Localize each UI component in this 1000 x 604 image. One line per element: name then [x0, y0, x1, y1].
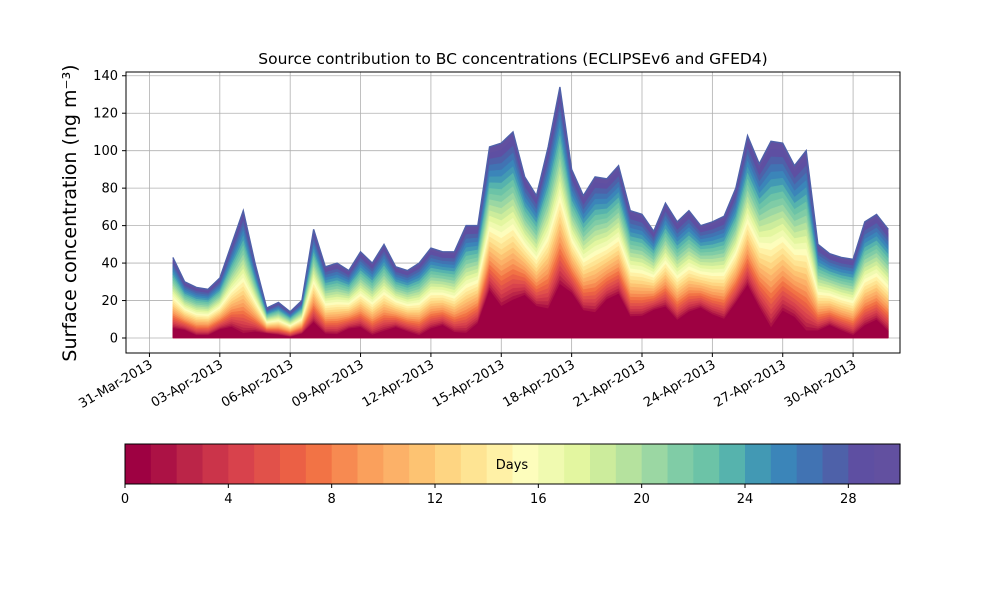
colorbar-segment [280, 444, 307, 484]
x-tick-label: 12-Apr-2013 [360, 357, 437, 410]
age-band-0-1-days [172, 283, 889, 339]
colorbar-segment [641, 444, 669, 484]
x-tick-label: 18-Apr-2013 [501, 357, 578, 410]
y-tick-label: 40 [101, 257, 118, 272]
x-tick-label: 30-Apr-2013 [782, 357, 859, 410]
y-tick-label: 120 [93, 107, 118, 122]
colorbar-segment [383, 444, 410, 484]
colorbar-segment [305, 444, 333, 484]
colorbar-segment [357, 444, 384, 484]
y-tick-label: 0 [110, 332, 118, 347]
colorbar-segment [745, 444, 772, 484]
y-tick-label: 60 [101, 219, 118, 234]
colorbar-tick-label: 28 [840, 492, 857, 507]
colorbar-segment [874, 444, 901, 484]
colorbar-segment [254, 444, 281, 484]
colorbar-label: Days [496, 458, 529, 473]
x-tick-label: 21-Apr-2013 [571, 357, 648, 410]
colorbar-tick-label: 4 [224, 492, 232, 507]
colorbar-segment [848, 444, 875, 484]
x-tick-label: 03-Apr-2013 [149, 357, 226, 410]
colorbar-segment [228, 444, 255, 484]
y-tick-label: 20 [101, 294, 118, 309]
colorbar-tick-label: 8 [328, 492, 336, 507]
total-concentration-line [172, 86, 889, 313]
colorbar-segment [538, 444, 565, 484]
stacked-area-plot [172, 86, 889, 339]
x-tick-label: 15-Apr-2013 [430, 357, 507, 410]
colorbar-segment [796, 444, 824, 484]
colorbar-segment [512, 444, 539, 484]
x-tick-label: 06-Apr-2013 [219, 357, 296, 410]
x-tick-label: 09-Apr-2013 [289, 357, 366, 410]
colorbar-frame [124, 443, 901, 485]
colorbar-segment [590, 444, 617, 484]
colorbar-segment [667, 444, 694, 484]
colorbar-segment [719, 444, 746, 484]
colorbar: 0 4 8 12 16 20 24 28 [121, 443, 901, 507]
colorbar-segment [693, 444, 720, 484]
plot-frame [125, 71, 901, 354]
chart-title: Source contribution to BC concentrations… [258, 50, 767, 68]
y-tick-label: 100 [93, 144, 118, 159]
colorbar-tick-label: 20 [633, 492, 650, 507]
x-tick-label: 31-Mar-2013 [76, 357, 155, 411]
colorbar-segment [770, 444, 798, 484]
y-axis: 0 20 40 60 80 100 120 140 [93, 69, 126, 347]
colorbar-tick-label: 24 [737, 492, 754, 507]
colorbar-segment [460, 444, 488, 484]
colorbar-segment [202, 444, 229, 484]
x-tick-label: 27-Apr-2013 [712, 357, 789, 410]
colorbar-tick-label: 12 [427, 492, 444, 507]
colorbar-segment [125, 444, 152, 484]
colorbar-segment [822, 444, 849, 484]
x-tick-label: 24-Apr-2013 [641, 357, 718, 410]
y-axis-label: Surface concentration (ng m⁻³) [59, 64, 81, 361]
colorbar-tick-label: 16 [530, 492, 547, 507]
colorbar-segment [150, 444, 178, 484]
x-axis: 31-Mar-201303-Apr-201306-Apr-201309-Apr-… [76, 353, 859, 412]
colorbar-segment [435, 444, 462, 484]
colorbar-segment [409, 444, 436, 484]
colorbar-segment [176, 444, 204, 484]
y-tick-label: 80 [101, 182, 118, 197]
colorbar-segment [564, 444, 591, 484]
colorbar-segment [331, 444, 359, 484]
colorbar-segment [615, 444, 643, 484]
colorbar-segment [486, 444, 514, 484]
y-tick-label: 140 [93, 69, 118, 84]
colorbar-tick-label: 0 [121, 492, 129, 507]
